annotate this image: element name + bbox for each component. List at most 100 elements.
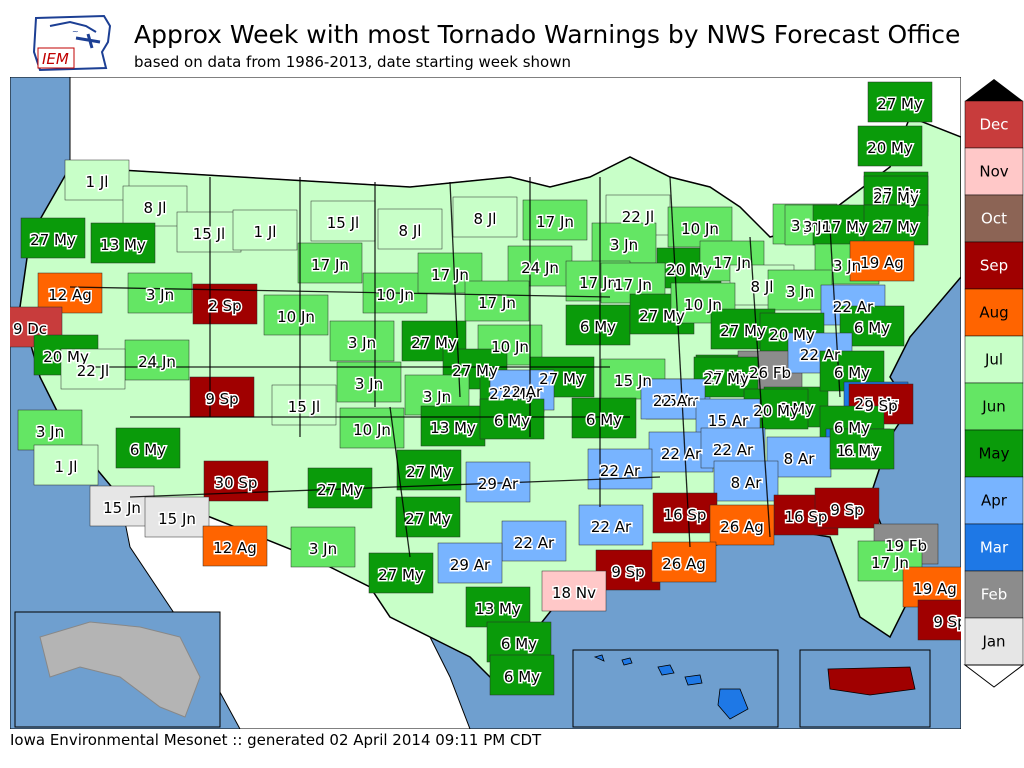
office-label: 9 Sp [205,390,238,408]
office-region [127,272,193,314]
office-label: 19 Ag [860,254,904,272]
office-label: 22 Ar [833,298,874,316]
legend-colorbar: Dec Nov Oct Sep Aug Jul Jun May Apr Mar Feb Jan [962,77,1024,692]
office-region [541,570,607,612]
office-label: 20 My [769,326,815,344]
office-region [587,448,653,490]
us-map: 1 Jl 8 Jl 27 My 13 My 15 Jl 1 Jl 15 Jl 8 Jl 8 Jl… [0,76,983,730]
office-region [33,444,99,486]
office-label: 22 Ar [591,518,632,536]
office-regions [0,81,983,696]
hawaii-inset [572,649,779,728]
puerto-rico-inset [799,649,931,728]
office-region [709,504,775,546]
office-label: 27 My [489,385,535,403]
office-label: 16 Sp [664,506,707,524]
office-label: 27 My [720,322,766,340]
legend-swatch-oct [964,194,1024,243]
office-label: 13 My [475,600,521,618]
office-label: 24 Jn [521,259,559,277]
office-label: 27 My [317,481,363,499]
map-panel: 1 Jl 8 Jl 27 My 13 My 15 Jl 1 Jl 15 Jl 8 Jl 8 Jl… [0,76,983,730]
office-region [849,240,915,282]
office-region [420,405,486,447]
state-border [129,476,661,498]
legend-label-feb: Feb [981,586,1008,604]
office-label: 26 Ag [662,555,706,573]
office-region [863,204,929,246]
office-label: 15 Jn [103,499,141,517]
office-region [297,242,363,284]
office-label: 3 Jn [791,217,819,235]
legend-label-may: May [978,445,1009,463]
office-label: 19 Ag [913,580,957,598]
legend-label-apr: Apr [981,492,1008,510]
office-region [857,125,923,167]
office-region [189,376,255,418]
office-region [651,541,717,583]
legend-swatch-may [964,429,1024,478]
office-region [595,549,661,591]
office-label: 3 Jn [786,283,814,301]
office-region [17,409,83,451]
office-label: 17 Jn [871,554,909,572]
office-label: 15 Ar [708,412,749,430]
state-border [749,236,771,538]
office-label: 10 Jn [353,421,391,439]
office-label: 6 My [130,441,166,459]
office-label: 3 Jn [309,540,337,558]
office-label: 11 Mr [837,442,881,460]
office-label: 6 My [501,635,537,653]
office-label: 18 Nv [552,584,596,602]
office-region [507,245,573,287]
office-label: 10 Jn [491,338,529,356]
office-label: 19 Fb [885,537,927,555]
office-label: 22 Ar [661,445,702,463]
office-label: 30 Sp [215,474,258,492]
legend-swatch-jan [964,617,1024,666]
office-label: 6 My [854,319,890,337]
legend-label-nov: Nov [979,163,1008,181]
office-label: 3 Jn [355,375,383,393]
office-region [522,199,588,241]
office-label: 20 My [43,348,89,366]
office-label: 12 Ag [213,539,257,557]
office-label: 13 My [430,419,476,437]
office-label: 20 My [867,139,913,157]
legend-label-aug: Aug [979,304,1008,322]
office-region [115,427,181,469]
office-label: 22 Jl [622,208,654,226]
legend-swatch-mar [964,523,1024,572]
office-region [479,398,545,440]
legend-label-jul: Jul [984,351,1003,369]
office-region [202,525,268,567]
office-label: 8 Ar [784,450,816,468]
office-label: 27 My [877,95,923,113]
office-label: 15 Jl [327,214,359,232]
office-label: 6 My [844,442,880,460]
office-label: 3 Jn [423,388,451,406]
office-label: 27 My [639,307,685,325]
office-label: 10 Jn [277,308,315,326]
office-label: 22 Ar [800,346,841,364]
office-label: 9 Sp [933,613,961,631]
legend-label-mar: Mar [980,539,1009,557]
office-region [829,428,895,470]
office-label: 22 Ar [502,383,543,401]
office-region [640,378,706,420]
state-border [389,406,411,558]
office-region [814,487,880,529]
office-label: 9 Sp [864,397,897,415]
office-label: 27 My [705,368,751,386]
office-region [571,397,637,439]
office-label: 17 Jn [478,294,516,312]
footer-credit: Iowa Environmental Mesonet :: generated … [10,731,542,749]
legend-label-sep: Sep [980,257,1008,275]
office-label: 22 Ar [514,534,555,552]
iem-logo: ~ IEM [30,12,114,76]
office-label: 27 My [873,185,919,203]
office-region [464,280,530,322]
office-region [20,217,86,259]
office-label: 17 Jn [713,254,751,272]
alaska-inset [14,611,221,728]
